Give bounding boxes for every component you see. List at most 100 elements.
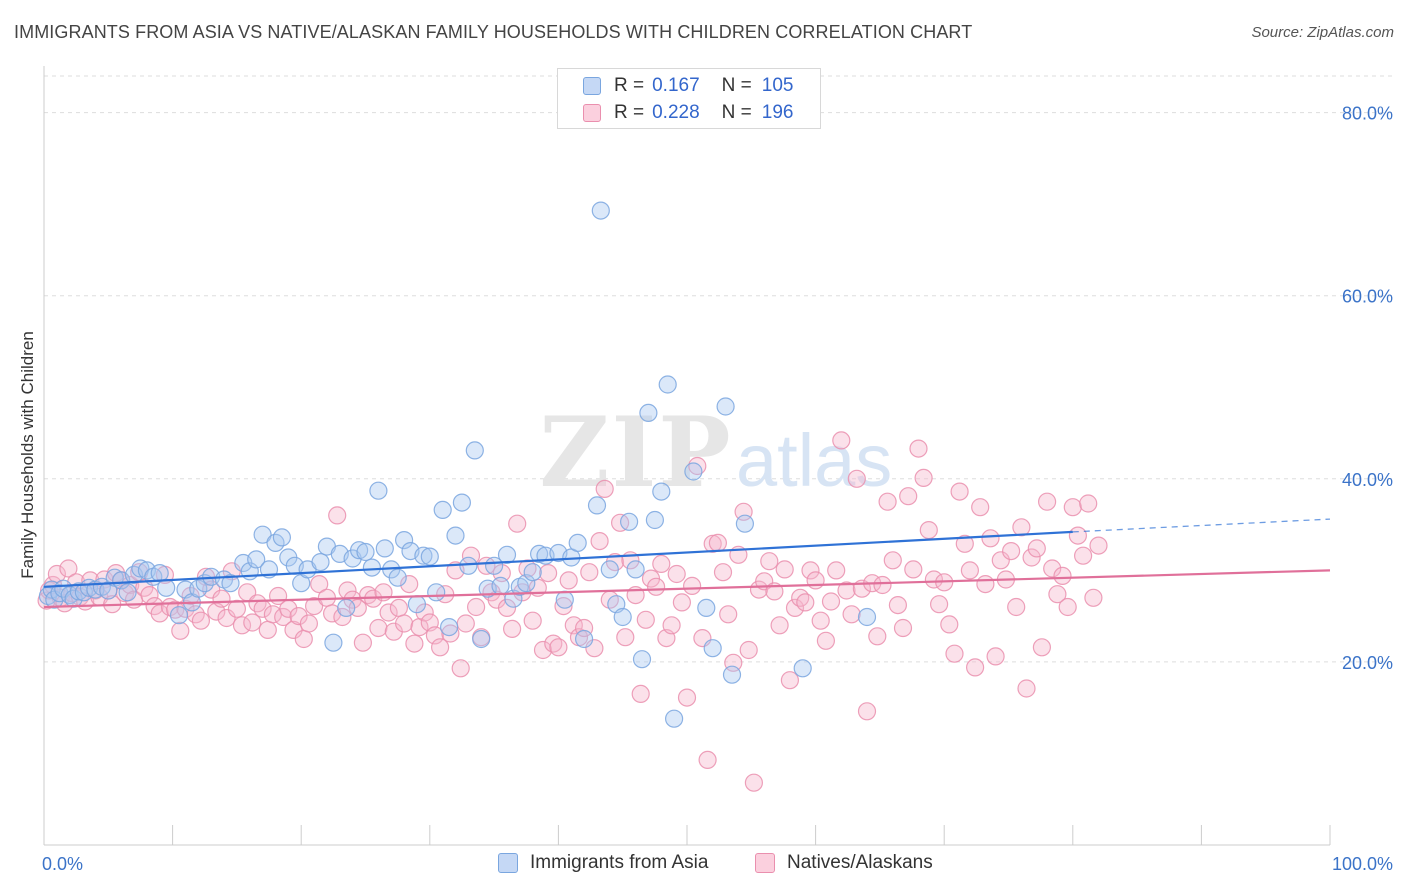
data-point-immigrants — [664, 709, 684, 728]
data-point-immigrants — [574, 629, 594, 649]
data-point-immigrants — [337, 598, 356, 618]
data-point-natives — [305, 596, 324, 616]
data-point-natives — [652, 554, 671, 574]
data-point-natives — [353, 633, 372, 652]
data-point-natives — [1053, 566, 1072, 586]
data-point-natives — [405, 634, 424, 653]
data-point-natives — [682, 576, 702, 596]
data-point-natives — [497, 598, 517, 618]
data-point-immigrants — [395, 530, 414, 550]
data-point-natives — [595, 479, 614, 498]
data-point-natives — [1022, 548, 1041, 567]
legend-r-label: R = — [614, 75, 645, 96]
data-point-natives — [857, 702, 877, 721]
data-point-natives — [585, 639, 604, 658]
legend-n-label: N = — [721, 75, 752, 96]
data-point-immigrants — [420, 547, 439, 566]
data-point-immigrants — [555, 590, 574, 609]
data-point-natives — [289, 606, 308, 626]
data-point-immigrants — [356, 542, 375, 562]
data-point-natives — [955, 534, 974, 553]
series-natives-alaskans — [37, 431, 1108, 792]
data-point-natives — [379, 603, 398, 622]
blue-swatch-icon — [583, 77, 601, 95]
data-point-natives — [775, 560, 794, 579]
data-point-natives — [821, 592, 841, 611]
chart-title: IMMIGRANTS FROM ASIA VS NATIVE/ALASKAN F… — [14, 22, 973, 42]
data-point-natives — [1079, 494, 1098, 513]
data-point-natives — [523, 611, 542, 630]
legend-label: Natives/Alaskans — [787, 852, 933, 873]
data-point-natives — [919, 520, 938, 540]
legend-item-immigrants: Immigrants from Asia — [498, 852, 708, 874]
data-point-natives — [1007, 597, 1026, 617]
data-point-immigrants — [619, 512, 639, 531]
data-point-natives — [940, 615, 959, 634]
data-point-immigrants — [600, 560, 619, 579]
data-point-natives — [816, 631, 836, 650]
data-point-natives — [976, 574, 995, 594]
data-point-natives — [1027, 539, 1046, 558]
data-point-immigrants — [350, 541, 369, 560]
data-point-natives — [888, 595, 908, 615]
data-point-natives — [150, 604, 169, 623]
data-point-natives — [212, 589, 231, 608]
data-point-natives — [425, 626, 444, 645]
data-point-immigrants — [472, 629, 491, 649]
data-point-immigrants — [491, 576, 510, 596]
data-point-natives — [981, 529, 1000, 548]
data-point-natives — [456, 614, 475, 633]
data-point-natives — [1043, 559, 1062, 578]
data-point-natives — [554, 596, 573, 616]
data-point-immigrants — [697, 598, 716, 618]
data-point-natives — [369, 618, 388, 638]
data-point-natives — [646, 577, 666, 596]
data-point-natives — [780, 671, 800, 690]
data-point-natives — [1063, 498, 1082, 517]
data-point-natives — [878, 492, 897, 511]
data-point-natives — [616, 628, 635, 647]
data-point-immigrants — [169, 606, 189, 625]
data-point-natives — [929, 595, 949, 614]
watermark-atlas: atlas — [736, 419, 892, 502]
data-point-immigrants — [253, 525, 272, 544]
data-point-immigrants — [529, 544, 549, 564]
data-point-immigrants — [311, 552, 330, 572]
data-point-natives — [243, 613, 262, 632]
data-point-immigrants — [465, 441, 484, 460]
pink-swatch-icon — [755, 853, 775, 873]
tick-labels: 20.0% 40.0% 60.0% 80.0% 0.0% 100.0% — [42, 104, 1393, 874]
data-point-immigrants — [626, 560, 645, 579]
x-tick-label: 100.0% — [1332, 854, 1393, 874]
data-point-natives — [436, 585, 455, 604]
y-tick-label: 80.0% — [1342, 104, 1393, 124]
data-point-immigrants — [247, 550, 266, 569]
data-point-immigrants — [388, 568, 407, 587]
data-point-natives — [744, 773, 764, 792]
data-point-immigrants — [645, 510, 665, 530]
data-point-immigrants — [652, 482, 671, 501]
data-point-natives — [667, 564, 686, 584]
data-point-natives — [703, 534, 722, 553]
data-point-natives — [719, 605, 738, 624]
data-point-natives — [1001, 541, 1021, 561]
data-point-natives — [1012, 518, 1031, 537]
data-point-immigrants — [523, 563, 542, 582]
data-point-immigrants — [459, 556, 478, 575]
data-point-natives — [914, 468, 933, 487]
data-point-natives — [299, 614, 318, 633]
data-point-natives — [395, 614, 414, 633]
data-point-immigrants — [452, 493, 471, 512]
data-point-immigrants — [427, 583, 446, 602]
data-point-natives — [904, 560, 923, 579]
data-point-immigrants — [857, 607, 877, 627]
trend-line-immigrants-projection — [1072, 518, 1331, 533]
data-point-immigrants — [658, 375, 677, 394]
trend-line-natives — [43, 569, 1331, 609]
data-point-natives — [232, 616, 252, 635]
data-point-immigrants — [632, 650, 652, 669]
legend-r-value: 0.167 — [652, 75, 700, 96]
watermark: ZIP atlas — [539, 396, 892, 509]
data-point-natives — [893, 618, 913, 638]
